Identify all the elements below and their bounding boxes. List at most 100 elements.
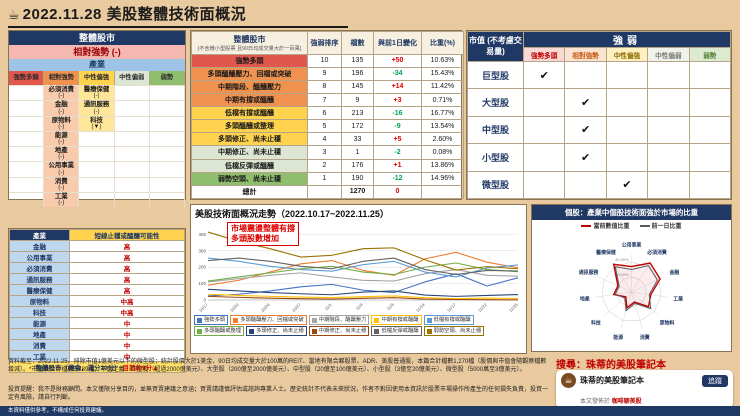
summary-count: 176 (341, 158, 374, 173)
industry-cell: 金融 (-) (44, 100, 80, 116)
svg-text:400: 400 (198, 232, 206, 237)
follow-button[interactable]: 追蹤 (702, 374, 728, 387)
cap-check-cell: ✔ (564, 115, 607, 145)
legend-item: 多頭修正、尚未止穩 (246, 326, 307, 336)
summary-column-header: 檔數 (341, 31, 374, 55)
data-scope-disclaimer: 資料截至：2022.11.25。排除市值1億美元以下的微型股；統計股價大於1美金… (8, 359, 547, 373)
summary-weight: 11.42% (421, 79, 464, 94)
sector-col-header: 產業 (9, 229, 70, 241)
industry-cell (149, 191, 185, 207)
svg-text:10/20: 10/20 (229, 302, 240, 313)
cap-cell (688, 88, 732, 117)
cap-cell (605, 88, 649, 117)
cap-cell (522, 88, 566, 117)
summary-row-label: 低檔反彈或醞釀 (191, 158, 308, 173)
summary-row: 多頭醞釀或整理 5 172 -9 13.54% (191, 119, 464, 134)
summary-count: 190 (341, 171, 374, 186)
cap-check-cell: ✔ (605, 170, 649, 200)
sector-row: 科技 中高 (9, 306, 185, 318)
svg-text:原物料: 原物料 (660, 320, 675, 327)
summary-row: 中期修正、尚未止穩 3 1 -2 0.08% (191, 145, 464, 160)
industry-cell (149, 115, 185, 131)
sector-name: 原物料 (9, 295, 70, 307)
svg-text:20.00%: 20.00% (615, 272, 629, 277)
sector-summary: 整體股市（機會，滿分10分） 目前約9分▲ (9, 361, 185, 373)
cap-cell (522, 115, 566, 145)
author-card-top: ☕ 珠蒂的美股筆記本 追蹤 (561, 373, 728, 388)
strength-column-headers: 強勢多頭 相對強勢 中性偏強 中性偏弱 弱勢 (9, 71, 185, 85)
sector-summary-label: 整體股市（機會，滿分10分） (35, 365, 121, 372)
cap-strength-header: 強弱 (523, 31, 731, 48)
svg-text:11/4: 11/4 (355, 302, 365, 312)
sector-value: 中高 (69, 295, 185, 307)
cap-check-cell: ✔ (564, 88, 607, 117)
sector-row: 公用事業高 (9, 251, 185, 263)
industry-cell (149, 100, 185, 116)
cap-row-label: 微型股 (467, 170, 524, 200)
sector-row: 能源中 (9, 317, 185, 329)
sector-header-row: 產業 短線止穩或醞釀可能性 (9, 229, 185, 241)
strength-summary-panel: 整體股市 (不含微小型股票 且90日均成交量大於一百萬) 強弱排序 檔數 與前1日變化比… (190, 30, 464, 200)
industry-cell: 能源 (-) (44, 130, 80, 146)
strength-col-header-3: 中性偏弱 (114, 71, 150, 85)
svg-text:能源: 能源 (613, 334, 623, 341)
industry-cell (9, 115, 45, 131)
industry-cell (149, 161, 185, 177)
industry-cell: 原物料 (-) (44, 115, 80, 131)
industry-cell (79, 191, 115, 207)
publication-link[interactable]: 咖啡聊美股 (611, 399, 642, 405)
cap-cell (688, 115, 732, 145)
summary-rank: 10 (307, 53, 342, 68)
cap-cell (605, 115, 649, 145)
legend-item: 中期階段、醞釀壓力 (308, 315, 370, 325)
summary-total-label: 總計 (191, 184, 308, 200)
summary-column-header: 與前1日變化 (373, 31, 422, 55)
sector-row: 原物料 中高 (9, 295, 185, 307)
svg-text:地產: 地產 (580, 295, 590, 302)
sector-value: 高 (69, 262, 185, 274)
sector-name: 金融 (9, 240, 70, 252)
svg-text:11/25: 11/25 (508, 302, 519, 313)
industry-cell (114, 100, 150, 116)
overall-title: 整體股市 (9, 31, 185, 45)
industry-label: 產業 (9, 59, 185, 71)
cap-check-cell: ✔ (564, 143, 607, 172)
author-card[interactable]: ☕ 珠蒂的美股筆記本 追蹤 本文發佈於 咖啡聊美股 (556, 370, 733, 408)
summary-weight: 0.08% (421, 145, 464, 160)
trend-chart-legend: 強勢多頭 多頭醞釀壓力、回檔或突破 中期階段、醞釀壓力 中期有撐或醞釀 低檔有撐或醞釀多… (191, 314, 526, 353)
sector-value: 中 (69, 339, 185, 351)
industry-cell: 通訊服務 (-) (79, 100, 115, 116)
industry-cell: 必須消費 (-) (44, 85, 80, 101)
cap-cell (522, 143, 566, 172)
chart-annotation: 市場震盪整體有撐 多頭股數增加 (227, 222, 299, 246)
summary-change: +5 (373, 132, 422, 147)
industry-cell (114, 161, 150, 177)
legend-item: 多頭醞釀壓力、回檔或突破 (230, 315, 307, 325)
svg-text:11/9: 11/9 (386, 302, 396, 312)
sector-row: 金融高 (9, 240, 185, 252)
summary-change: -16 (373, 106, 422, 121)
svg-text:科技: 科技 (591, 320, 601, 327)
summary-change: -34 (373, 66, 422, 81)
radar-panel: 個股：產業中個股技術面強於市場的比重 當前數值比重 前一日比重 20.00% 40.… (531, 204, 732, 352)
industry-cell: 地產 (-) (44, 146, 80, 162)
cap-column-header-4: 弱勢 (688, 47, 732, 62)
footer-bar: 本資料僅供參考，不構成任何投資建議。 (0, 406, 740, 416)
cap-column-header-3: 中性偏弱 (647, 47, 690, 62)
industry-cell: 消費 (-) (44, 176, 80, 192)
summary-rank: 5 (307, 119, 342, 134)
summary-rank: 6 (307, 106, 342, 121)
sector-name: 必須消費 (9, 262, 70, 274)
radar-legend: 當前數值比重 前一日比重 (532, 220, 731, 231)
industry-cell (149, 85, 185, 101)
strength-col-header-4: 弱勢 (149, 71, 185, 85)
summary-count: 33 (341, 132, 374, 147)
svg-text:40.00%: 40.00% (615, 257, 629, 262)
summary-row-label: 中期修正、尚未止穩 (191, 145, 308, 160)
svg-text:工業: 工業 (673, 295, 683, 302)
summary-total-weight (421, 184, 464, 200)
sector-name: 通訊服務 (9, 273, 70, 285)
svg-text:消費: 消費 (640, 334, 650, 341)
svg-text:11/22: 11/22 (477, 302, 488, 313)
legend-item: 低檔反彈或醞釀 (371, 326, 422, 336)
